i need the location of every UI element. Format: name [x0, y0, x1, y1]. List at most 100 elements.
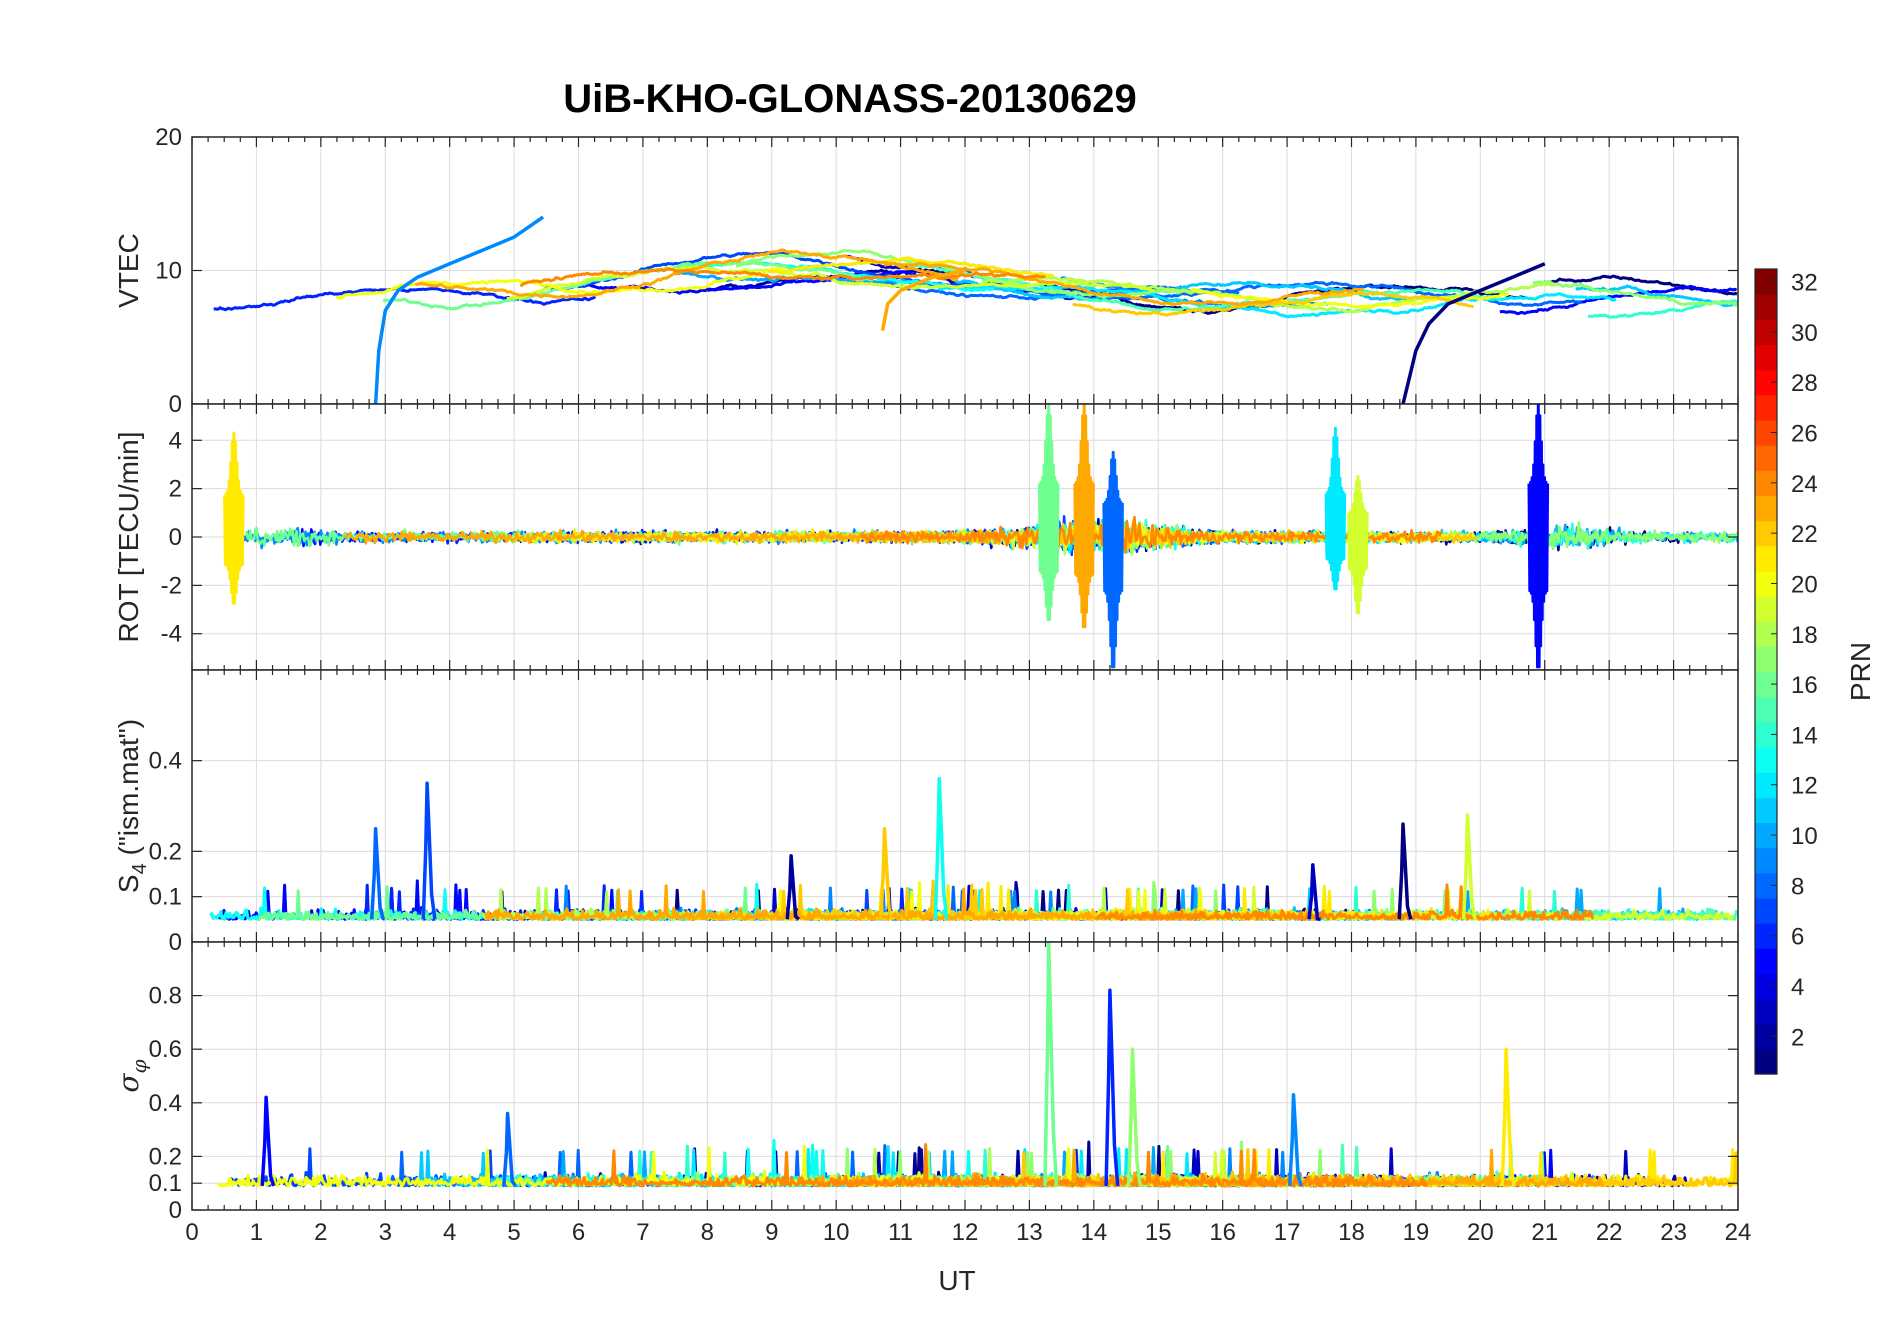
colorbar-swatch [1755, 1048, 1777, 1075]
panel-series [223, 404, 1738, 669]
series-line [484, 884, 1207, 921]
colorbar-swatch [1755, 998, 1777, 1025]
colorbar-swatch [1755, 646, 1777, 673]
series-line [1575, 284, 1738, 308]
colorbar-tick-label: 10 [1791, 823, 1818, 850]
y-tick-label: 2 [169, 476, 182, 503]
colorbar-tick-label: 32 [1791, 270, 1818, 297]
colorbar-swatch [1755, 973, 1777, 1000]
series-line [545, 1143, 1429, 1188]
x-tick-label: 17 [1274, 1219, 1301, 1246]
panel-series [217, 942, 1738, 1188]
y-tick-label: 0 [169, 1197, 182, 1224]
colorbar-swatch [1755, 294, 1777, 320]
colorbar-swatch [1755, 344, 1777, 371]
y-axis-label-main: S [113, 874, 144, 893]
x-tick-label: 3 [379, 1219, 392, 1246]
y-axis-label-subscript: 4 [129, 863, 151, 874]
colorbar-swatch [1755, 822, 1777, 849]
colorbar-tick-label: 30 [1791, 320, 1818, 347]
x-tick-label: 23 [1660, 1219, 1687, 1246]
colorbar-swatch [1755, 369, 1777, 396]
colorbar-swatch [1755, 596, 1777, 622]
event-line [1324, 426, 1347, 591]
series-line [1499, 284, 1738, 316]
event-line [1307, 863, 1321, 922]
panel-ticks [191, 136, 1739, 405]
event-line [421, 781, 437, 920]
y-tick-label: 0.2 [149, 838, 182, 865]
colorbar-swatch [1755, 470, 1777, 497]
x-tick-label: 10 [823, 1219, 850, 1246]
panel-rot: -4 -2 0 2 4 ROT [TECU/min] [113, 403, 1739, 671]
colorbar-swatch [1755, 445, 1777, 471]
x-tick-label: 6 [572, 1219, 585, 1246]
event-line [502, 1111, 517, 1187]
colorbar-swatch [1755, 721, 1777, 748]
y-tick-label: 0.8 [149, 983, 182, 1010]
event-line [933, 777, 949, 920]
y-tick-label: 0 [169, 391, 182, 418]
x-tick-label: 24 [1725, 1219, 1752, 1246]
panel-s4: 00.10.20.4S4 ("ism.mat") [113, 669, 1739, 956]
x-tick-label: 11 [888, 1219, 913, 1246]
event-line [880, 268, 966, 331]
panel-series [213, 215, 1738, 404]
event-line [1038, 404, 1060, 622]
series-line [1072, 291, 1475, 317]
x-tick-label: 18 [1338, 1219, 1365, 1246]
colorbar-tick-label: 2 [1791, 1024, 1804, 1051]
x-tick-label: 16 [1209, 1219, 1236, 1246]
colorbar-swatch [1755, 923, 1777, 949]
colorbar-swatch [1755, 671, 1777, 698]
colorbar-tick-label: 6 [1791, 924, 1804, 951]
y-axis-label: σφ [112, 1059, 151, 1092]
colorbar-swatch [1755, 495, 1777, 522]
series-line [767, 256, 1055, 278]
colorbar-tick-label: 14 [1791, 722, 1818, 749]
event-line [373, 215, 545, 404]
series-line [1532, 280, 1738, 307]
x-tick-label: 19 [1403, 1219, 1430, 1246]
colorbar-tick-label: 4 [1791, 974, 1804, 1001]
event-line [1347, 475, 1369, 615]
y-axis-label-suffix: ("ism.mat") [113, 719, 144, 863]
event-line [1073, 404, 1095, 629]
x-tick-label: 4 [443, 1219, 456, 1246]
x-tick-label: 0 [185, 1219, 198, 1246]
colorbar-tick-label: 12 [1791, 773, 1818, 800]
colorbar-swatch [1755, 872, 1777, 899]
event-line [1102, 450, 1124, 669]
event-line [1126, 1047, 1142, 1187]
panel-ticks [191, 404, 1739, 670]
y-tick-label: -4 [161, 621, 182, 648]
y-tick-label: 0.6 [149, 1036, 182, 1063]
event-line [878, 826, 894, 920]
x-tick-label: 9 [765, 1219, 778, 1246]
y-tick-label: 0.4 [149, 1090, 182, 1117]
event-line [1104, 988, 1120, 1187]
y-axis-label: VTEC [113, 233, 144, 308]
series-line [908, 263, 1502, 312]
colorbar-tick-label: 8 [1791, 873, 1804, 900]
colorbar-swatch [1755, 772, 1777, 798]
y-tick-label: -2 [161, 572, 182, 599]
event-line [223, 431, 245, 605]
series-line [519, 267, 1046, 288]
event-line [1500, 1047, 1516, 1187]
colorbar-label: PRN [1845, 642, 1876, 701]
event-line [1401, 262, 1546, 404]
colorbar-tick-label: 26 [1791, 421, 1818, 448]
event-line [1043, 942, 1059, 1186]
y-tick-label: 0 [169, 929, 182, 956]
y-tick-label: 0 [169, 524, 182, 551]
series-line [336, 266, 787, 300]
series-line [954, 279, 1407, 302]
chart-title: UiB-KHO-GLONASS-20130629 [563, 77, 1137, 121]
colorbar-swatch [1755, 545, 1777, 572]
colorbar-swatch [1755, 570, 1777, 597]
